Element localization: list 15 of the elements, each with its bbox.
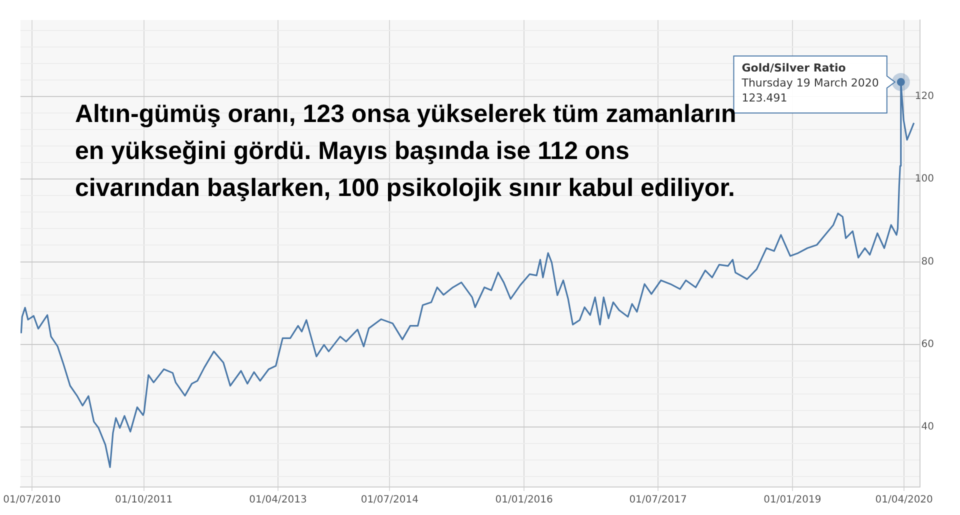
y-tick-label: 80	[921, 256, 934, 268]
x-tick-label: 01/07/2014	[360, 494, 418, 506]
x-tick-label: 01/07/2017	[629, 494, 687, 506]
y-tick-label: 60	[921, 339, 934, 350]
text: Altın-gümüş oranı, 123 onsa yükselerek tüm zamanların en yükseğini gördü. Mayıs başında ise 112 ons civarından başlarken, 100 psikolojik sınır kabul ediliyor.	[75, 100, 736, 202]
y-tick-label: 120	[914, 91, 934, 102]
annotation: Gold/Silver Ratio Thursday 19 March 2020 123.491	[740, 61, 879, 104]
y-tick-label: 40	[921, 422, 934, 433]
x-tick-label: 01/04/2020	[875, 494, 933, 506]
x-tick-label: 01/01/2019	[764, 494, 822, 506]
x-tick-label: 01/07/2010	[3, 494, 61, 506]
x-tick-label: 01/01/2016	[495, 494, 553, 506]
x-tick-label: 01/04/2013	[249, 494, 307, 506]
x-tick-label: 01/10/2011	[115, 494, 173, 506]
y-tick-label: 100	[914, 174, 934, 185]
